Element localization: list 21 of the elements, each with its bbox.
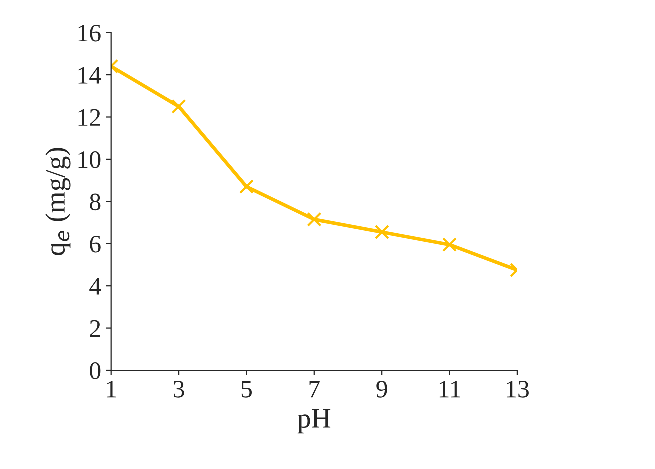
y-tick-label: 10 [78,152,101,168]
y-axis-title: q$_{e}$ (mg/g) [46,148,71,256]
y-tick-label: 8 [90,194,101,211]
y-tick-label: 14 [78,67,102,84]
point [239,180,254,194]
x-tick-label: 13 [507,381,529,398]
y-tick-label: 16 [78,24,101,42]
y-tick-label: 12 [78,109,100,126]
x-tick-label: 11 [440,381,460,398]
y-tick-label: 0 [90,362,101,380]
x-tick-label: 1 [107,381,116,398]
point [374,224,390,240]
y-tick-label: 4 [90,278,102,295]
y-tick-label: 6 [90,236,101,253]
x-axis-title: pH [298,410,331,434]
x-tick-label: 7 [310,381,320,398]
y-tick-label: 2 [90,320,100,337]
x-tick-label: 5 [242,381,252,398]
point [307,212,322,227]
x-tick-label: 9 [376,381,388,398]
x-tick-label: 3 [174,381,184,398]
